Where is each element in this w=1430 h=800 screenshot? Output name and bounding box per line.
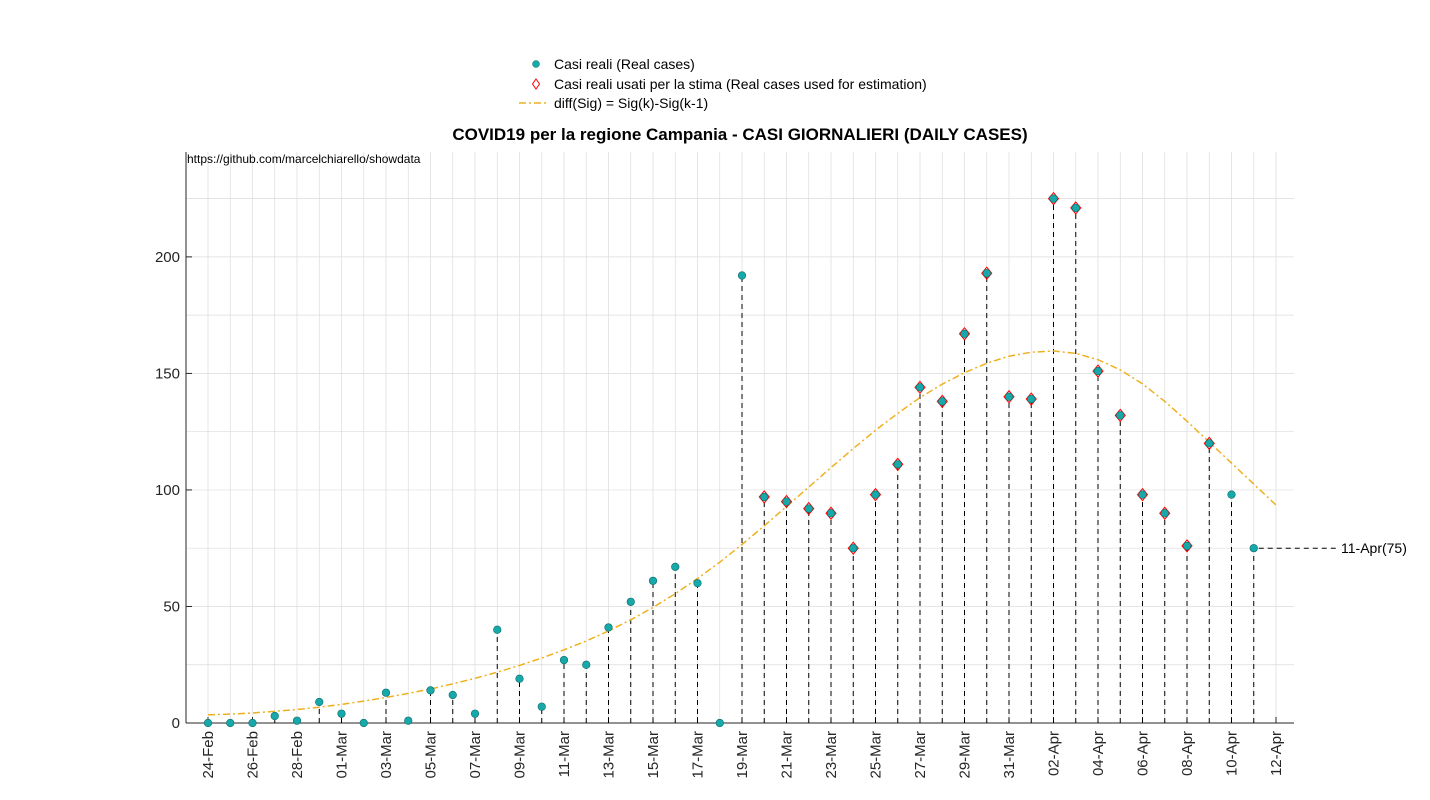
x-tick-label: 02-Apr [1046,731,1063,776]
x-tick-label: 15-Mar [645,731,662,779]
x-tick-label: 07-Mar [467,731,484,779]
x-tick-label: 04-Apr [1090,731,1107,776]
real-case-point [960,329,969,338]
real-case-point [604,623,613,632]
real-case-point [693,579,702,588]
y-tick-label: 50 [163,598,180,615]
real-case-point [826,509,836,518]
legend-label-real: Casi reali (Real cases) [554,56,695,72]
x-tick-label: 31-Mar [1001,731,1018,779]
real-case-point [915,383,925,392]
real-case-point [1071,203,1080,213]
y-tick-label: 200 [155,249,180,266]
x-tick-label: 23-Mar [823,731,840,779]
real-case-point [1027,394,1036,404]
real-case-point [470,709,480,718]
real-case-point [871,490,880,499]
real-case-point [203,718,213,728]
y-ticks: 0 50 100 150 200 [155,249,192,732]
fit-curve [207,350,1277,716]
real-case-point [1249,544,1258,553]
annotation: 11-Apr(75) [1258,540,1407,556]
real-case-point [1004,392,1014,401]
fit-curve-line [207,350,1277,716]
real-case-point [582,660,591,669]
x-tick-label: 06-Apr [1135,731,1152,776]
real-case-point [404,716,413,725]
real-case-point [270,711,279,721]
x-tick-label: 08-Apr [1179,731,1196,776]
real-case-point [359,718,368,728]
real-case-point [849,544,858,553]
x-tick-label: 27-Mar [912,731,929,779]
x-tick-label: 24-Feb [200,731,217,779]
grid [186,152,1294,723]
real-case-point [1093,366,1103,376]
real-case-point [737,271,747,280]
legend-label-curve: diff(Sig) = Sig(k)-Sig(k-1) [554,95,708,111]
real-case-point [1049,194,1058,203]
x-tick-label: 17-Mar [690,731,707,779]
real-case-point [226,718,235,728]
markers [203,191,1258,728]
y-tick-label: 150 [155,365,180,382]
real-case-point [448,690,457,700]
x-tick-label: 13-Mar [601,731,618,779]
real-case-point [1205,439,1214,448]
x-tick-label: 19-Mar [734,731,751,779]
real-case-point [426,686,435,695]
real-case-point [493,625,502,634]
real-case-point [381,688,391,697]
real-case-point [715,718,724,728]
x-tick-label: 03-Mar [378,731,395,779]
x-tick-label: 12-Apr [1268,731,1285,776]
annotation-label: 11-Apr(75) [1341,540,1407,556]
x-tick-label: 29-Mar [957,731,974,779]
x-ticks: 24-Feb 26-Feb 28-Feb 01-Mar 03-Mar 05-Mar 07-M… [200,717,1285,779]
axes [185,152,1294,724]
source-url: https://github.com/marcelchiarello/showd… [187,152,421,166]
legend-marker-real [532,60,540,68]
real-case-point [804,504,813,513]
real-case-point [982,269,991,278]
x-tick-label: 28-Feb [289,731,306,779]
x-tick-label: 01-Mar [334,731,351,779]
real-case-point [537,702,546,711]
real-case-point [559,655,569,665]
y-tick-label: 100 [155,482,180,499]
real-case-point [292,716,302,725]
real-case-point [938,397,947,406]
real-case-point [648,576,658,585]
x-tick-label: 26-Feb [245,731,262,779]
real-case-point [1160,509,1169,518]
real-case-point [1138,490,1147,499]
real-case-point [1116,411,1125,420]
real-case-point [337,709,346,718]
real-case-point [315,697,324,707]
real-case-point [893,460,902,469]
legend: Casi reali (Real cases) Casi reali usati… [519,56,927,111]
chart-title: COVID19 per la regione Campania - CASI G… [452,125,1027,144]
real-case-point [515,674,524,683]
x-tick-label: 21-Mar [779,731,796,779]
real-case-point [671,562,680,571]
x-tick-label: 11-Mar [556,731,573,777]
x-tick-label: 10-Apr [1224,731,1241,776]
y-tick-label: 0 [172,715,180,732]
real-case-point [248,718,257,728]
x-tick-label: 25-Mar [868,731,885,779]
stems [274,198,1255,723]
real-case-point [626,597,635,606]
x-tick-label: 09-Mar [512,731,529,779]
real-case-point [782,497,791,506]
legend-marker-estimation [531,78,541,90]
real-case-point [1182,541,1192,550]
x-tick-label: 05-Mar [423,731,440,779]
legend-label-estimation: Casi reali usati per la stima (Real case… [554,76,927,92]
real-case-point [1227,490,1236,499]
real-case-point [760,492,769,502]
